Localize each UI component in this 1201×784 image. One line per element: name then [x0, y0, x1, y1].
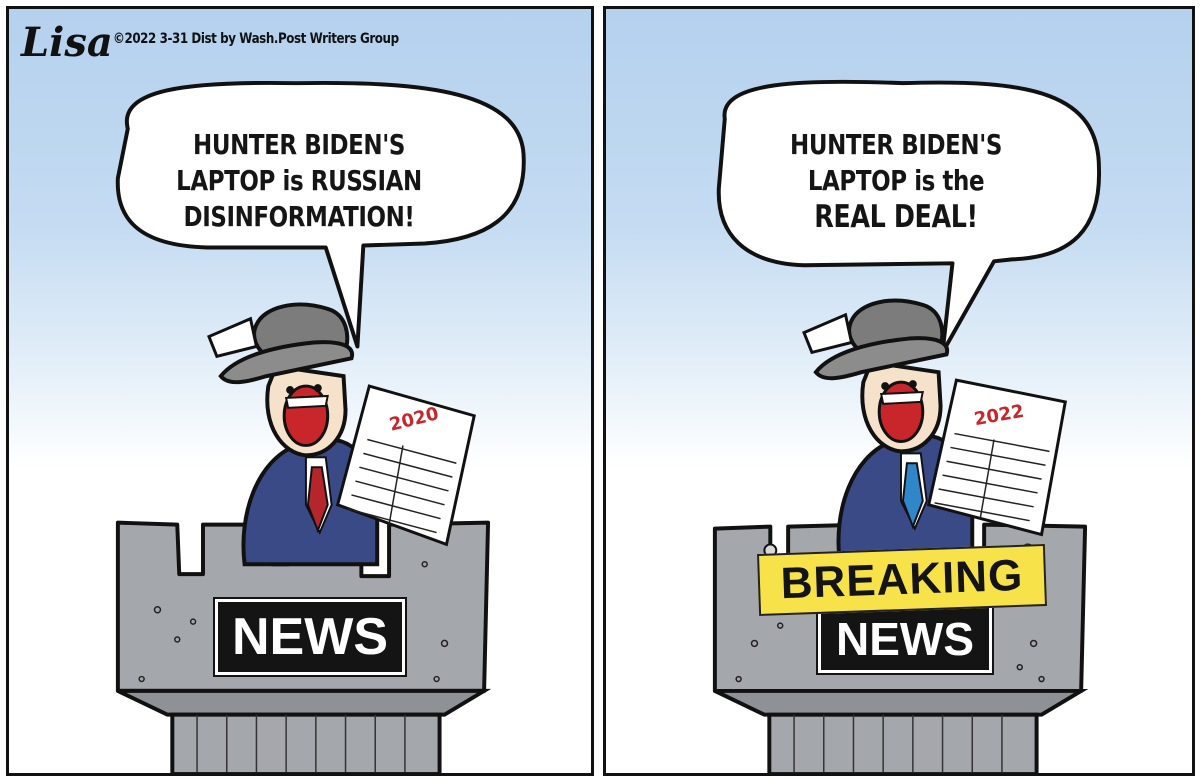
newspaper [926, 378, 1068, 537]
speech-line: HUNTER BIDEN'S [790, 128, 1002, 161]
breaking-banner: BREAKING [757, 543, 1047, 617]
news-sign: NEWS [816, 603, 994, 675]
speech-text: HUNTER BIDEN'S LAPTOP is RUSSIAN DISINFO… [160, 127, 439, 235]
speech-line: DISINFORMATION! [183, 200, 415, 233]
speech-text: HUNTER BIDEN'S LAPTOP is the REAL DEAL! [757, 127, 1036, 235]
reporter-figure [207, 302, 380, 567]
newspaper [335, 384, 476, 547]
news-sign: NEWS [213, 597, 407, 677]
speech-bubble [115, 80, 526, 349]
speech-line: HUNTER BIDEN'S [193, 128, 405, 161]
speech-bubble [716, 79, 1101, 355]
panel-right: HUNTER BIDEN'S LAPTOP is the REAL DEAL! … [603, 6, 1195, 776]
panel-left: Lisa ©2022 3-31 Dist by Wash.Post Writer… [6, 6, 594, 776]
speech-line: REAL DEAL! [814, 199, 978, 235]
speech-line: LAPTOP is RUSSIAN [176, 164, 422, 197]
speech-line: LAPTOP is the [807, 164, 985, 197]
copyright-credit: ©2022 3-31 Dist by Wash.Post Writers Gro… [113, 31, 399, 47]
artist-signature: Lisa [21, 19, 113, 66]
